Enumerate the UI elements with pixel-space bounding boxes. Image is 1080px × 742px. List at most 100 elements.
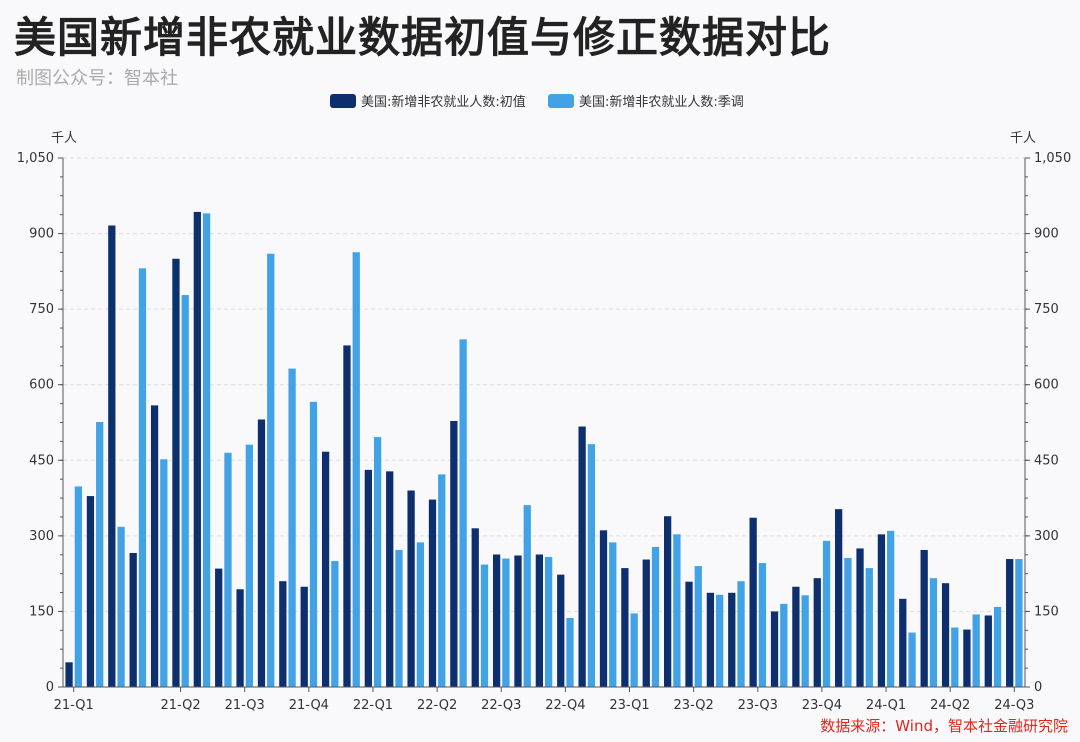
bar-initial: [899, 598, 907, 687]
bar-revised: [160, 459, 168, 687]
bar-initial: [150, 405, 159, 687]
bar-initial: [129, 552, 137, 687]
bar-initial: [856, 548, 864, 687]
bar-initial: [428, 499, 437, 687]
legend: 美国:新增非农就业人数:初值 美国:新增非农就业人数:季调: [330, 94, 744, 110]
bar-initial: [407, 490, 415, 687]
x-tick-label: 21-Q2: [160, 698, 200, 713]
x-tick-label: 22-Q2: [417, 698, 457, 713]
x-tick-label: 22-Q3: [481, 698, 521, 713]
bar-initial: [300, 586, 308, 687]
x-tick-label: 23-Q2: [674, 698, 714, 713]
bar-initial: [813, 578, 821, 687]
y-tick-label-left: 1,050: [17, 151, 54, 166]
bar-initial: [386, 471, 394, 687]
bar-revised: [801, 595, 809, 687]
bar-initial: [172, 258, 180, 687]
y-tick-label-left: 900: [29, 227, 54, 242]
legend-swatch-initial: [330, 94, 356, 108]
y-tick-label-left: 0: [46, 680, 54, 695]
data-source: 数据来源：Wind，智本社金融研究院: [820, 717, 1068, 735]
bar-revised: [373, 437, 382, 687]
bar-revised: [1015, 559, 1023, 687]
bar-initial: [257, 419, 266, 687]
bar-revised: [609, 542, 617, 687]
bar-revised: [673, 534, 681, 687]
bar-initial: [963, 629, 971, 687]
bar-initial: [65, 662, 73, 687]
bar-initial: [792, 586, 800, 687]
x-tick-label: 23-Q1: [609, 698, 649, 713]
y-unit-left: 千人: [51, 131, 77, 146]
bar-revised: [844, 558, 852, 687]
bar-revised: [202, 213, 211, 687]
bar-initial: [642, 559, 650, 687]
bar-initial: [728, 592, 736, 687]
bar-revised: [459, 339, 467, 687]
x-tick-label: 22-Q1: [353, 698, 393, 713]
bar-initial: [621, 568, 629, 687]
legend-label-revised: 美国:新增非农就业人数:季调: [579, 94, 744, 110]
bar-revised: [545, 557, 553, 687]
bar-revised: [758, 563, 767, 687]
bar-initial: [877, 534, 886, 687]
bar-revised: [630, 613, 638, 687]
y-tick-label-right: 900: [1034, 227, 1059, 242]
bar-revised: [309, 401, 318, 687]
x-tick-label: 22-Q4: [545, 698, 585, 713]
bar-revised: [288, 368, 296, 687]
bar-initial: [236, 589, 244, 687]
bar-initial: [685, 581, 693, 687]
bar-revised: [651, 546, 660, 687]
bar-revised: [865, 568, 873, 687]
bar-initial: [86, 496, 95, 687]
bar-initial: [599, 530, 608, 687]
y-tick-label-right: 1,050: [1034, 151, 1071, 166]
x-tick-label: 21-Q4: [289, 698, 329, 713]
bar-revised: [138, 268, 147, 687]
bar-revised: [951, 627, 959, 687]
bar-initial: [215, 568, 223, 687]
bar-revised: [395, 549, 403, 687]
bar-revised: [993, 606, 1002, 687]
y-tick-label-left: 300: [29, 529, 54, 544]
x-tick-label: 24-Q3: [994, 698, 1034, 713]
gridlines: [63, 157, 1025, 612]
bar-revised: [245, 444, 253, 687]
y-tick-label-right: 0: [1034, 680, 1042, 695]
bar-revised: [822, 540, 831, 687]
legend-swatch-revised: [548, 94, 574, 108]
bar-initial: [364, 469, 372, 687]
bar-revised: [737, 581, 745, 687]
bar-revised: [887, 530, 895, 687]
bar-initial: [941, 583, 950, 687]
y-tick-label-left: 600: [29, 378, 54, 393]
bar-revised: [181, 295, 189, 687]
bar-revised: [480, 564, 489, 687]
bar-revised: [716, 594, 724, 687]
bar-revised: [267, 253, 275, 687]
x-tick-label: 21-Q3: [225, 698, 265, 713]
bar-initial: [663, 516, 672, 687]
bar-initial: [578, 426, 586, 687]
bar-initial: [706, 592, 715, 687]
bar-initial: [321, 451, 330, 687]
bar-initial: [770, 611, 779, 687]
y-tick-label-right: 300: [1034, 529, 1059, 544]
x-tick-label: 24-Q2: [930, 698, 970, 713]
y-unit-right: 千人: [1010, 131, 1036, 146]
x-tick-label: 21-Q1: [54, 698, 94, 713]
bar-initial: [279, 581, 287, 687]
bar-initial: [450, 420, 458, 687]
bar-revised: [74, 486, 82, 687]
y-tick-label-left: 450: [29, 453, 54, 468]
x-tick-label: 23-Q4: [802, 698, 842, 713]
bar-initial: [108, 225, 116, 687]
bar-initial: [835, 509, 843, 687]
bar-revised: [929, 578, 938, 687]
chart-subtitle: 制图公众号：智本社: [16, 68, 178, 89]
bar-initial: [471, 528, 479, 687]
bar-revised: [331, 561, 339, 687]
bar-revised: [502, 558, 510, 687]
